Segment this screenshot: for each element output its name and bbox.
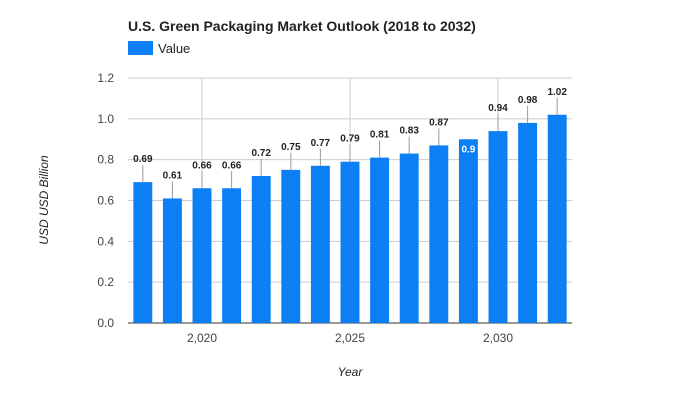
bar[interactable] xyxy=(370,157,390,323)
bar[interactable] xyxy=(133,182,153,323)
bar[interactable] xyxy=(192,188,212,323)
data-label: 0.66 xyxy=(222,160,242,171)
bar[interactable] xyxy=(281,169,301,323)
data-labels: 0.69 0.61 0.66 0.66 0.72 0.75 0.77 0.79 0.81 0.83… xyxy=(133,87,567,199)
legend-label[interactable]: Value xyxy=(158,41,190,56)
chart-title: U.S. Green Packaging Market Outlook (201… xyxy=(128,18,476,34)
y-tick-label: 1.2 xyxy=(97,71,114,85)
y-axis-title: USD USD Billion xyxy=(37,155,51,245)
bars xyxy=(133,114,567,324)
bar[interactable] xyxy=(488,131,508,323)
bar[interactable] xyxy=(547,114,567,323)
x-tick-label: 2,030 xyxy=(483,331,513,345)
bar[interactable] xyxy=(162,198,182,323)
y-tick-label: 0.6 xyxy=(97,194,114,208)
y-tick-label: 0.8 xyxy=(97,153,114,167)
x-axis-title: Year xyxy=(338,365,364,379)
data-label: 0.94 xyxy=(488,103,508,114)
legend-swatch xyxy=(128,41,153,55)
y-tick-label: 1.0 xyxy=(97,112,114,126)
ticks: 0.0 0.2 0.4 0.6 0.8 1.0 1.2 2,020 2,025 2,030 xyxy=(97,71,513,345)
data-label: 0.81 xyxy=(370,130,390,141)
bar[interactable] xyxy=(222,188,242,323)
x-tick-label: 2,025 xyxy=(335,331,365,345)
data-label: 0.66 xyxy=(192,160,212,171)
data-label: 1.02 xyxy=(547,87,567,98)
y-tick-label: 0.0 xyxy=(97,316,114,330)
x-tick-label: 2,020 xyxy=(187,331,217,345)
bar[interactable] xyxy=(518,122,538,324)
bar[interactable] xyxy=(458,139,478,323)
data-label: 0.79 xyxy=(340,134,360,145)
data-label: 0.61 xyxy=(163,170,183,181)
bar[interactable] xyxy=(251,176,271,323)
data-label: 0.98 xyxy=(518,95,538,106)
bar[interactable] xyxy=(399,153,419,323)
data-label: 0.87 xyxy=(429,117,449,128)
bar[interactable] xyxy=(340,161,360,323)
bar[interactable] xyxy=(310,165,330,323)
y-tick-label: 0.4 xyxy=(97,234,114,248)
bar[interactable] xyxy=(429,145,449,323)
data-label: 0.9 xyxy=(461,144,475,155)
data-label: 0.75 xyxy=(281,142,301,153)
data-label: 0.69 xyxy=(133,154,153,165)
data-label: 0.77 xyxy=(311,138,331,149)
y-tick-label: 0.2 xyxy=(97,275,114,289)
data-label: 0.83 xyxy=(399,126,419,137)
data-label: 0.72 xyxy=(251,148,271,159)
